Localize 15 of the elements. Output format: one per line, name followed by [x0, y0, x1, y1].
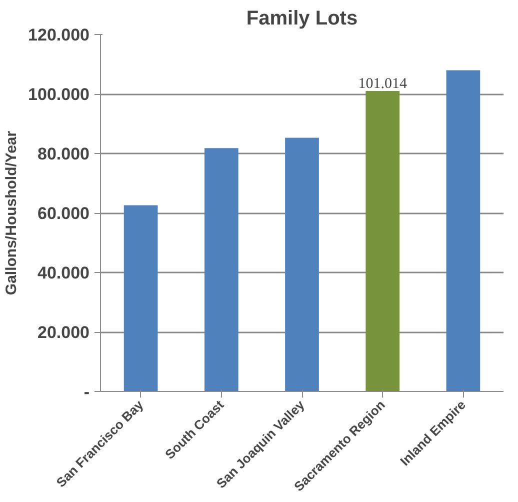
y-tick-label: 120.000	[28, 26, 90, 44]
y-tick-label: 80.000	[38, 144, 90, 164]
bar	[446, 70, 480, 392]
bar	[204, 148, 238, 392]
bar	[124, 205, 158, 392]
y-tick-label: -	[84, 382, 90, 402]
bar	[285, 138, 319, 392]
y-axis-title: Gallons/Houshold/Year	[3, 130, 20, 296]
y-tick-label: 100.000	[28, 85, 90, 104]
data-label: 101.014	[358, 76, 408, 92]
y-tick-label: 40.000	[38, 264, 90, 282]
y-tick-label: 60.000	[38, 204, 90, 223]
chart-title: Family Lots	[246, 8, 358, 30]
y-tick-label: 20.000	[38, 323, 90, 342]
bar	[366, 90, 400, 392]
